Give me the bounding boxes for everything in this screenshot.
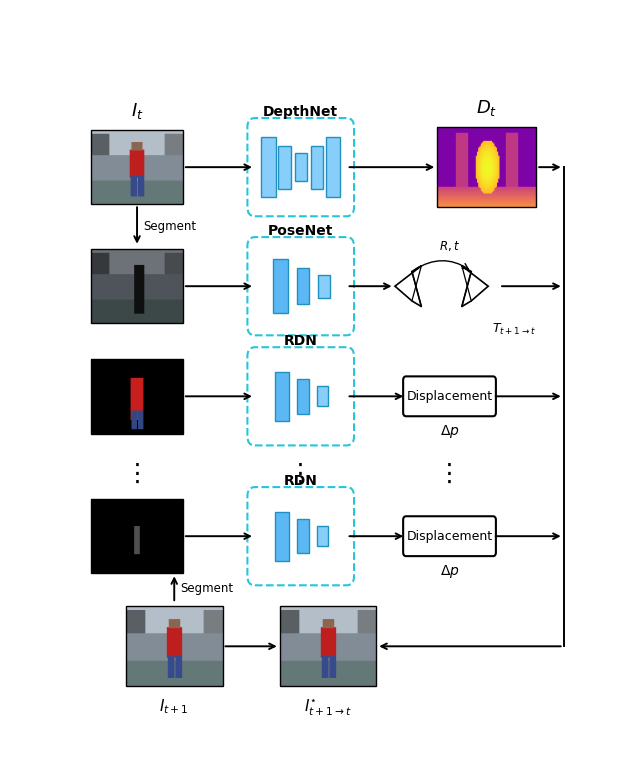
FancyBboxPatch shape bbox=[248, 347, 354, 445]
FancyBboxPatch shape bbox=[275, 512, 289, 560]
FancyBboxPatch shape bbox=[278, 146, 291, 189]
Text: $I_{t+1}$: $I_{t+1}$ bbox=[159, 697, 189, 716]
Text: ⋮: ⋮ bbox=[288, 461, 313, 485]
FancyBboxPatch shape bbox=[403, 376, 496, 416]
Text: $T_{t+1\rightarrow t}$: $T_{t+1\rightarrow t}$ bbox=[492, 322, 536, 337]
Text: RDN: RDN bbox=[284, 475, 317, 489]
FancyBboxPatch shape bbox=[403, 516, 496, 556]
FancyBboxPatch shape bbox=[297, 268, 309, 304]
FancyBboxPatch shape bbox=[248, 487, 354, 585]
Text: Segment: Segment bbox=[143, 220, 196, 233]
Text: Segment: Segment bbox=[180, 582, 234, 594]
Text: ⋮: ⋮ bbox=[125, 461, 150, 485]
FancyBboxPatch shape bbox=[275, 372, 289, 421]
Text: $I^{\star}_{t+1\rightarrow t}$: $I^{\star}_{t+1\rightarrow t}$ bbox=[304, 697, 352, 717]
Text: $\Delta p$: $\Delta p$ bbox=[440, 564, 460, 581]
Text: DepthNet: DepthNet bbox=[263, 105, 339, 119]
FancyBboxPatch shape bbox=[297, 379, 309, 414]
FancyBboxPatch shape bbox=[294, 153, 307, 182]
FancyBboxPatch shape bbox=[248, 118, 354, 216]
FancyBboxPatch shape bbox=[311, 146, 323, 189]
Text: $D_t$: $D_t$ bbox=[476, 98, 497, 118]
Text: PoseNet: PoseNet bbox=[268, 224, 333, 238]
FancyBboxPatch shape bbox=[248, 237, 354, 335]
FancyBboxPatch shape bbox=[297, 519, 309, 553]
Text: Displacement: Displacement bbox=[406, 390, 493, 403]
FancyBboxPatch shape bbox=[318, 275, 330, 298]
Text: $I_t$: $I_t$ bbox=[131, 101, 143, 121]
FancyBboxPatch shape bbox=[261, 138, 276, 197]
Text: $\Delta p$: $\Delta p$ bbox=[440, 424, 460, 441]
Text: ⋮: ⋮ bbox=[437, 461, 462, 485]
Text: RDN: RDN bbox=[284, 335, 317, 349]
Text: Displacement: Displacement bbox=[406, 530, 493, 543]
Text: $R, t$: $R, t$ bbox=[439, 240, 460, 254]
FancyBboxPatch shape bbox=[326, 138, 340, 197]
FancyBboxPatch shape bbox=[317, 526, 328, 547]
FancyBboxPatch shape bbox=[273, 260, 289, 313]
FancyBboxPatch shape bbox=[317, 386, 328, 407]
